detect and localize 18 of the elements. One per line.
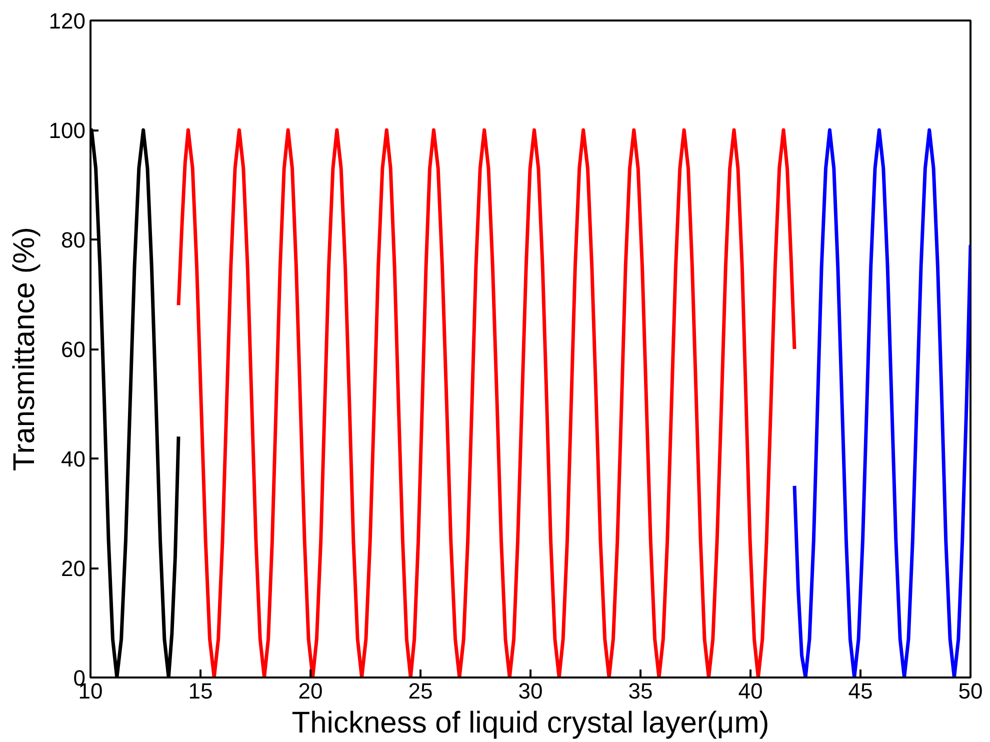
- y-tick-label: 20: [61, 556, 86, 581]
- x-tick-label: 50: [958, 678, 983, 704]
- y-axis-title: Transmittance (%): [8, 227, 41, 471]
- x-tick-label: 25: [408, 678, 433, 704]
- x-tick-label: 35: [628, 678, 653, 704]
- y-tick-label: 80: [61, 228, 86, 252]
- x-tick-label: 40: [738, 678, 763, 704]
- y-tick-label: 120: [48, 8, 86, 34]
- x-axis-title: Thickness of liquid crystal layer(μm): [292, 706, 770, 740]
- y-tick-label: 60: [61, 337, 86, 362]
- x-tick-label: 15: [188, 678, 213, 704]
- x-tick-label: 45: [848, 678, 873, 704]
- y-tick-label: 40: [61, 446, 86, 472]
- x-tick-label: 20: [298, 678, 323, 704]
- x-tick-label: 30: [518, 678, 543, 704]
- line-series: [792, 128, 970, 678]
- y-tick-label: 100: [48, 118, 86, 143]
- line-series: [176, 128, 796, 678]
